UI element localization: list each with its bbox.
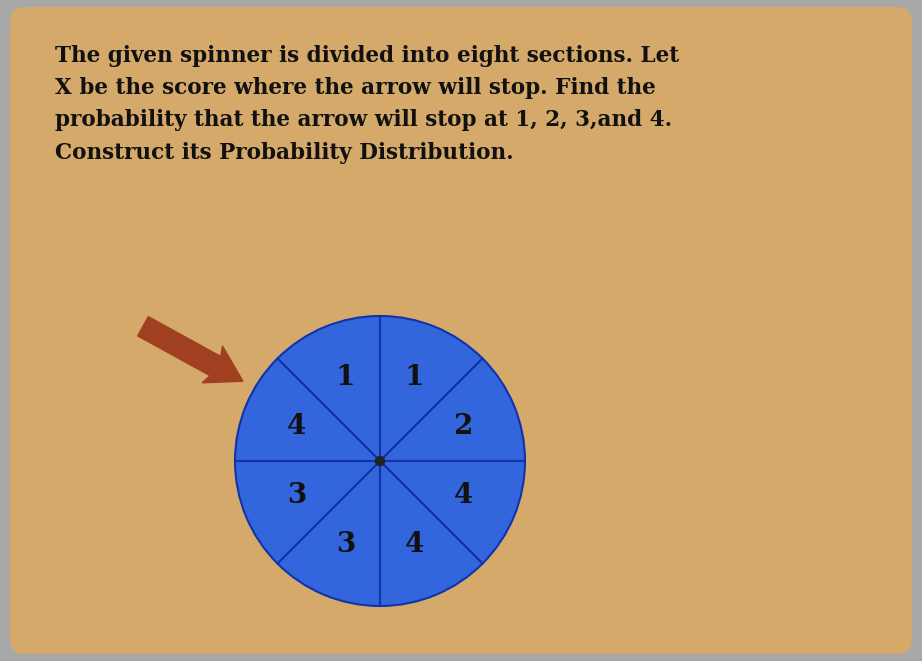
- Text: The given spinner is divided into eight sections. Let
X be the score where the a: The given spinner is divided into eight …: [55, 45, 680, 164]
- Wedge shape: [380, 358, 525, 461]
- Wedge shape: [278, 316, 380, 461]
- Text: 1: 1: [405, 364, 424, 391]
- FancyArrow shape: [137, 317, 243, 383]
- Text: 4: 4: [454, 482, 473, 509]
- Text: 3: 3: [336, 531, 355, 558]
- Text: 3: 3: [288, 482, 307, 509]
- Wedge shape: [235, 358, 380, 461]
- Wedge shape: [380, 316, 482, 461]
- Wedge shape: [380, 461, 525, 564]
- Text: 1: 1: [336, 364, 355, 391]
- Circle shape: [375, 457, 384, 465]
- FancyBboxPatch shape: [10, 7, 912, 654]
- Wedge shape: [235, 461, 380, 564]
- Text: 2: 2: [454, 413, 473, 440]
- Wedge shape: [380, 461, 482, 606]
- Text: 4: 4: [288, 413, 307, 440]
- Wedge shape: [278, 461, 380, 606]
- Text: 4: 4: [405, 531, 424, 558]
